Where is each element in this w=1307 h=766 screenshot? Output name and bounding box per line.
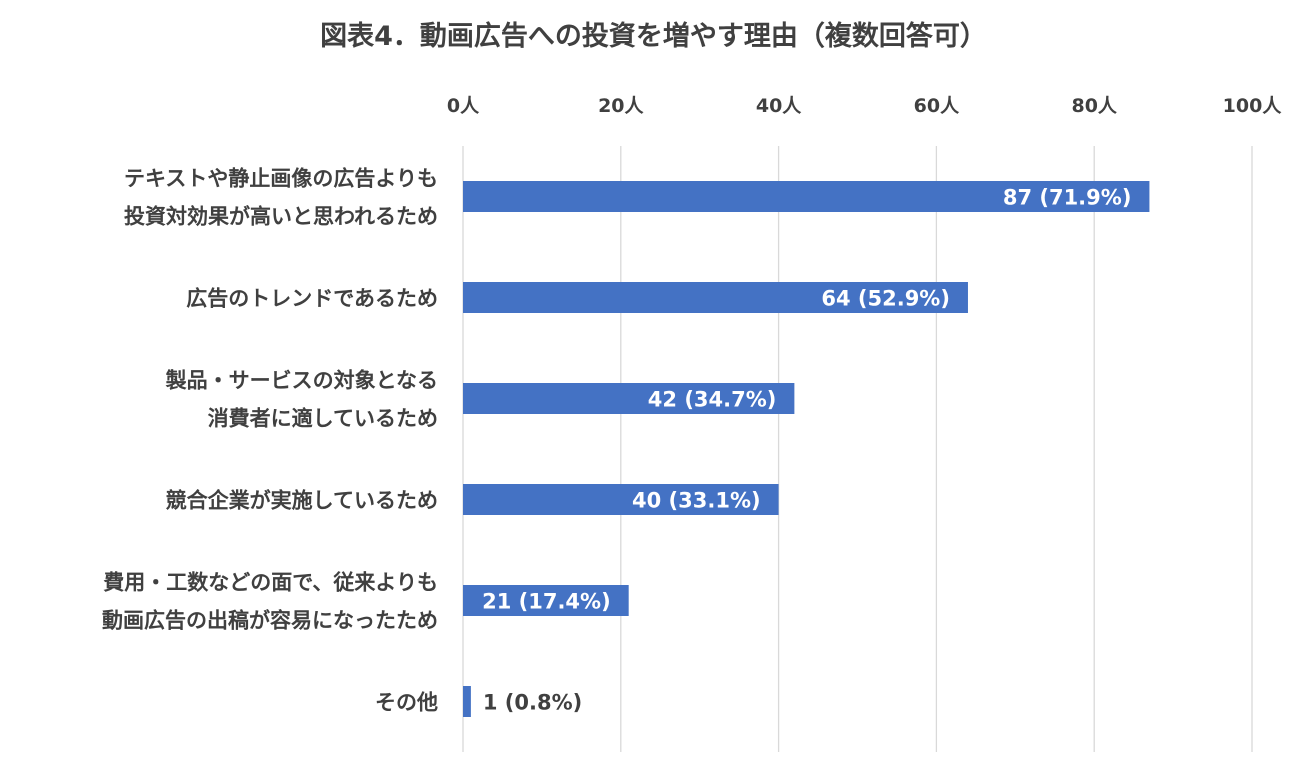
category-label: 製品・サービスの対象となる (165, 369, 438, 393)
x-tick-label: 20人 (598, 95, 644, 117)
bar (463, 383, 795, 414)
category-label: 消費者に適しているため (208, 407, 438, 431)
data-label: 42 (34.7%) (648, 388, 777, 412)
category-label: 費用・工数などの面で、従来よりも (103, 571, 438, 595)
chart-title: 図表4．動画広告への投資を増やす理由（複数回答可） (320, 21, 987, 52)
category-label: 動画広告の出稿が容易になったため (102, 609, 438, 633)
data-label: 21 (17.4%) (482, 590, 611, 614)
x-tick-label: 100人 (1223, 95, 1283, 117)
category-label: その他 (375, 691, 438, 715)
bar (463, 585, 629, 616)
x-tick-label: 80人 (1071, 95, 1117, 117)
x-tick-label: 0人 (447, 95, 480, 117)
data-label: 1 (0.8%) (483, 691, 582, 715)
data-label: 87 (71.9%) (1003, 186, 1132, 210)
x-tick-label: 40人 (756, 95, 802, 117)
category-label: 競合企業が実施しているため (166, 489, 438, 513)
data-label: 64 (52.9%) (821, 287, 950, 311)
x-tick-label: 60人 (914, 95, 960, 117)
bar (463, 484, 779, 515)
category-label: 投資対効果が高いと思われるため (124, 205, 438, 229)
category-label: 広告のトレンドであるため (186, 287, 438, 311)
data-label: 40 (33.1%) (632, 489, 761, 513)
category-label: テキストや静止画像の広告よりも (124, 167, 438, 191)
bar (463, 282, 968, 313)
bar (463, 686, 471, 717)
bar (463, 181, 1150, 212)
